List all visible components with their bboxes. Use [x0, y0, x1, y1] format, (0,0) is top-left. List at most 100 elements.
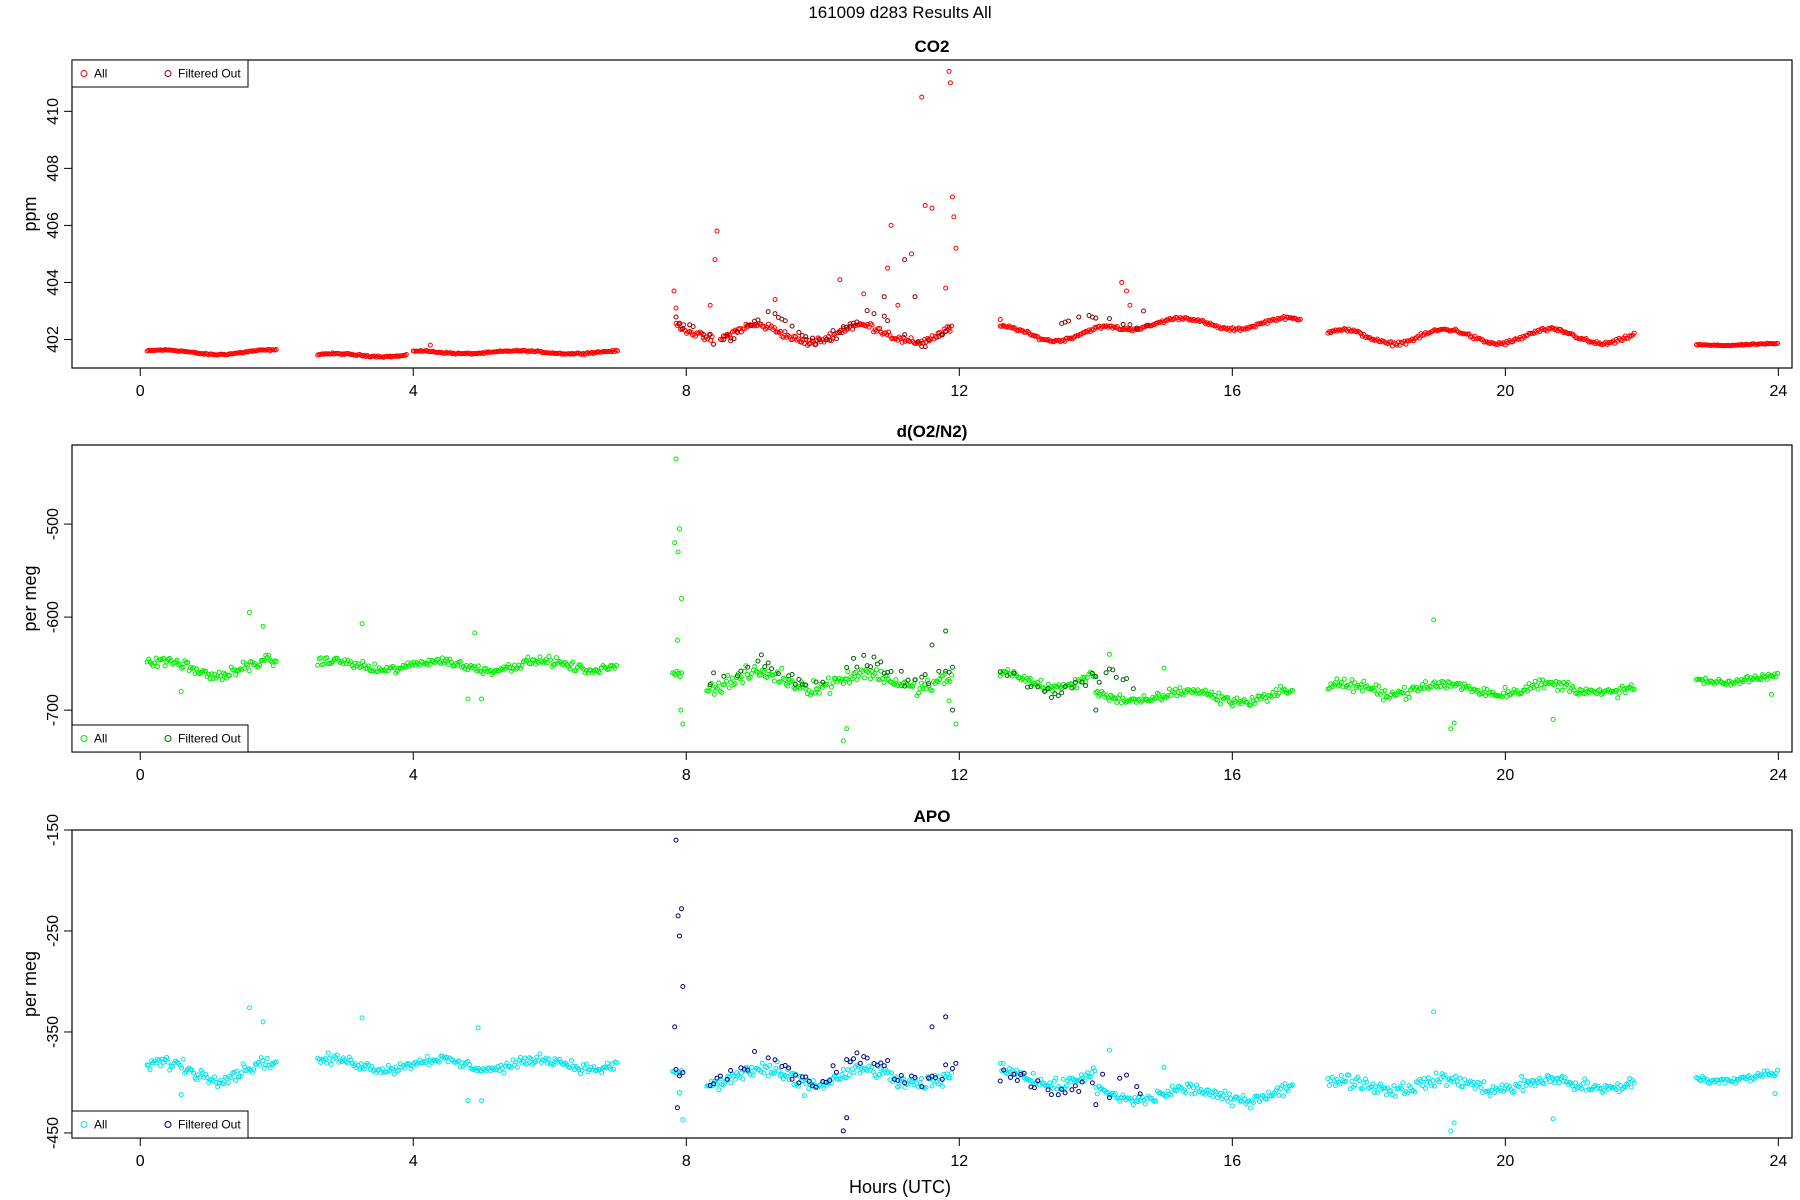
legend-label: Filtered Out — [178, 1118, 241, 1132]
x-tick-label: 12 — [950, 767, 968, 784]
data-point — [936, 668, 942, 674]
data-point — [180, 1056, 186, 1062]
data-point — [257, 662, 263, 668]
data-point — [929, 1024, 935, 1030]
x-tick-label: 20 — [1496, 767, 1514, 784]
data-point — [1112, 695, 1118, 701]
data-point — [328, 1061, 334, 1067]
x-tick-label: 4 — [409, 1153, 418, 1170]
data-point — [949, 323, 955, 329]
y-tick-label: -500 — [45, 508, 62, 540]
data-point — [1483, 693, 1489, 699]
data-point — [1066, 318, 1072, 324]
data-point — [1382, 1085, 1388, 1091]
data-point — [672, 540, 678, 546]
data-point — [1501, 690, 1507, 696]
y-tick-label: -450 — [45, 1117, 62, 1149]
data-point — [1431, 617, 1437, 623]
data-point — [919, 1084, 925, 1090]
data-point — [1117, 692, 1123, 698]
data-point — [1202, 1091, 1208, 1097]
data-point — [185, 659, 191, 665]
data-point — [845, 669, 851, 675]
data-point — [1519, 1073, 1525, 1079]
data-point — [869, 1064, 875, 1070]
data-point — [465, 1098, 471, 1104]
data-point — [1434, 684, 1440, 690]
data-point — [233, 672, 239, 678]
data-point — [941, 681, 947, 687]
data-point — [783, 1073, 789, 1079]
data-point — [324, 655, 330, 661]
data-point — [1347, 681, 1353, 687]
data-point — [1631, 1080, 1637, 1086]
plot-frame — [71, 59, 1793, 369]
data-point — [812, 690, 818, 696]
data-point — [747, 1071, 753, 1077]
data-point — [885, 265, 891, 271]
data-point — [385, 1062, 391, 1068]
data-point — [1112, 1090, 1118, 1096]
data-point — [680, 326, 686, 332]
data-point — [707, 682, 713, 688]
data-point — [164, 1054, 170, 1060]
data-point — [147, 1067, 153, 1073]
legend-label: Filtered Out — [178, 67, 241, 81]
data-point — [895, 302, 901, 308]
data-point — [1276, 1092, 1282, 1098]
data-point — [1110, 667, 1116, 673]
data-point — [902, 257, 908, 263]
data-point — [803, 1074, 809, 1080]
data-point — [888, 669, 894, 675]
legend-box — [71, 724, 249, 753]
data-point — [690, 324, 696, 330]
data-point — [946, 68, 952, 74]
data-point — [1246, 1098, 1252, 1104]
data-point — [1092, 1068, 1098, 1074]
data-point — [1440, 679, 1446, 685]
data-point — [156, 1057, 162, 1063]
legend-box — [71, 59, 249, 88]
data-point — [679, 596, 685, 601]
data-point — [517, 1054, 523, 1060]
data-point — [732, 681, 738, 687]
data-point — [178, 689, 184, 695]
data-point — [1498, 1088, 1504, 1094]
data-point — [1177, 685, 1183, 691]
data-point — [1772, 1091, 1778, 1097]
data-point — [680, 984, 686, 990]
data-point — [1084, 1070, 1090, 1076]
data-point — [1264, 698, 1270, 704]
data-point — [1053, 1075, 1059, 1081]
data-point — [745, 664, 751, 670]
data-point — [776, 1068, 782, 1074]
data-point — [1481, 1079, 1487, 1085]
data-point — [1083, 683, 1089, 689]
data-point — [1406, 694, 1412, 700]
data-point — [816, 337, 822, 343]
data-point — [1401, 684, 1407, 690]
data-point — [479, 696, 485, 702]
data-point — [765, 309, 771, 315]
data-point — [755, 658, 761, 664]
data-point — [424, 662, 430, 668]
legend-label: Filtered Out — [178, 732, 241, 746]
data-point — [1480, 1089, 1486, 1095]
data-point — [1225, 695, 1231, 701]
data-point — [1276, 690, 1282, 696]
data-point — [849, 676, 855, 682]
data-point — [1556, 1080, 1562, 1086]
data-point — [1358, 682, 1364, 688]
data-point — [396, 1067, 402, 1073]
data-point — [1585, 1080, 1591, 1086]
data-point — [874, 1062, 880, 1068]
data-point — [767, 1062, 773, 1068]
data-point — [764, 674, 770, 680]
data-point — [1744, 674, 1750, 680]
data-point — [809, 690, 815, 696]
data-point — [741, 668, 747, 674]
data-point — [830, 680, 836, 686]
data-point — [359, 621, 365, 627]
data-point — [1089, 670, 1095, 676]
data-point — [1027, 675, 1033, 681]
